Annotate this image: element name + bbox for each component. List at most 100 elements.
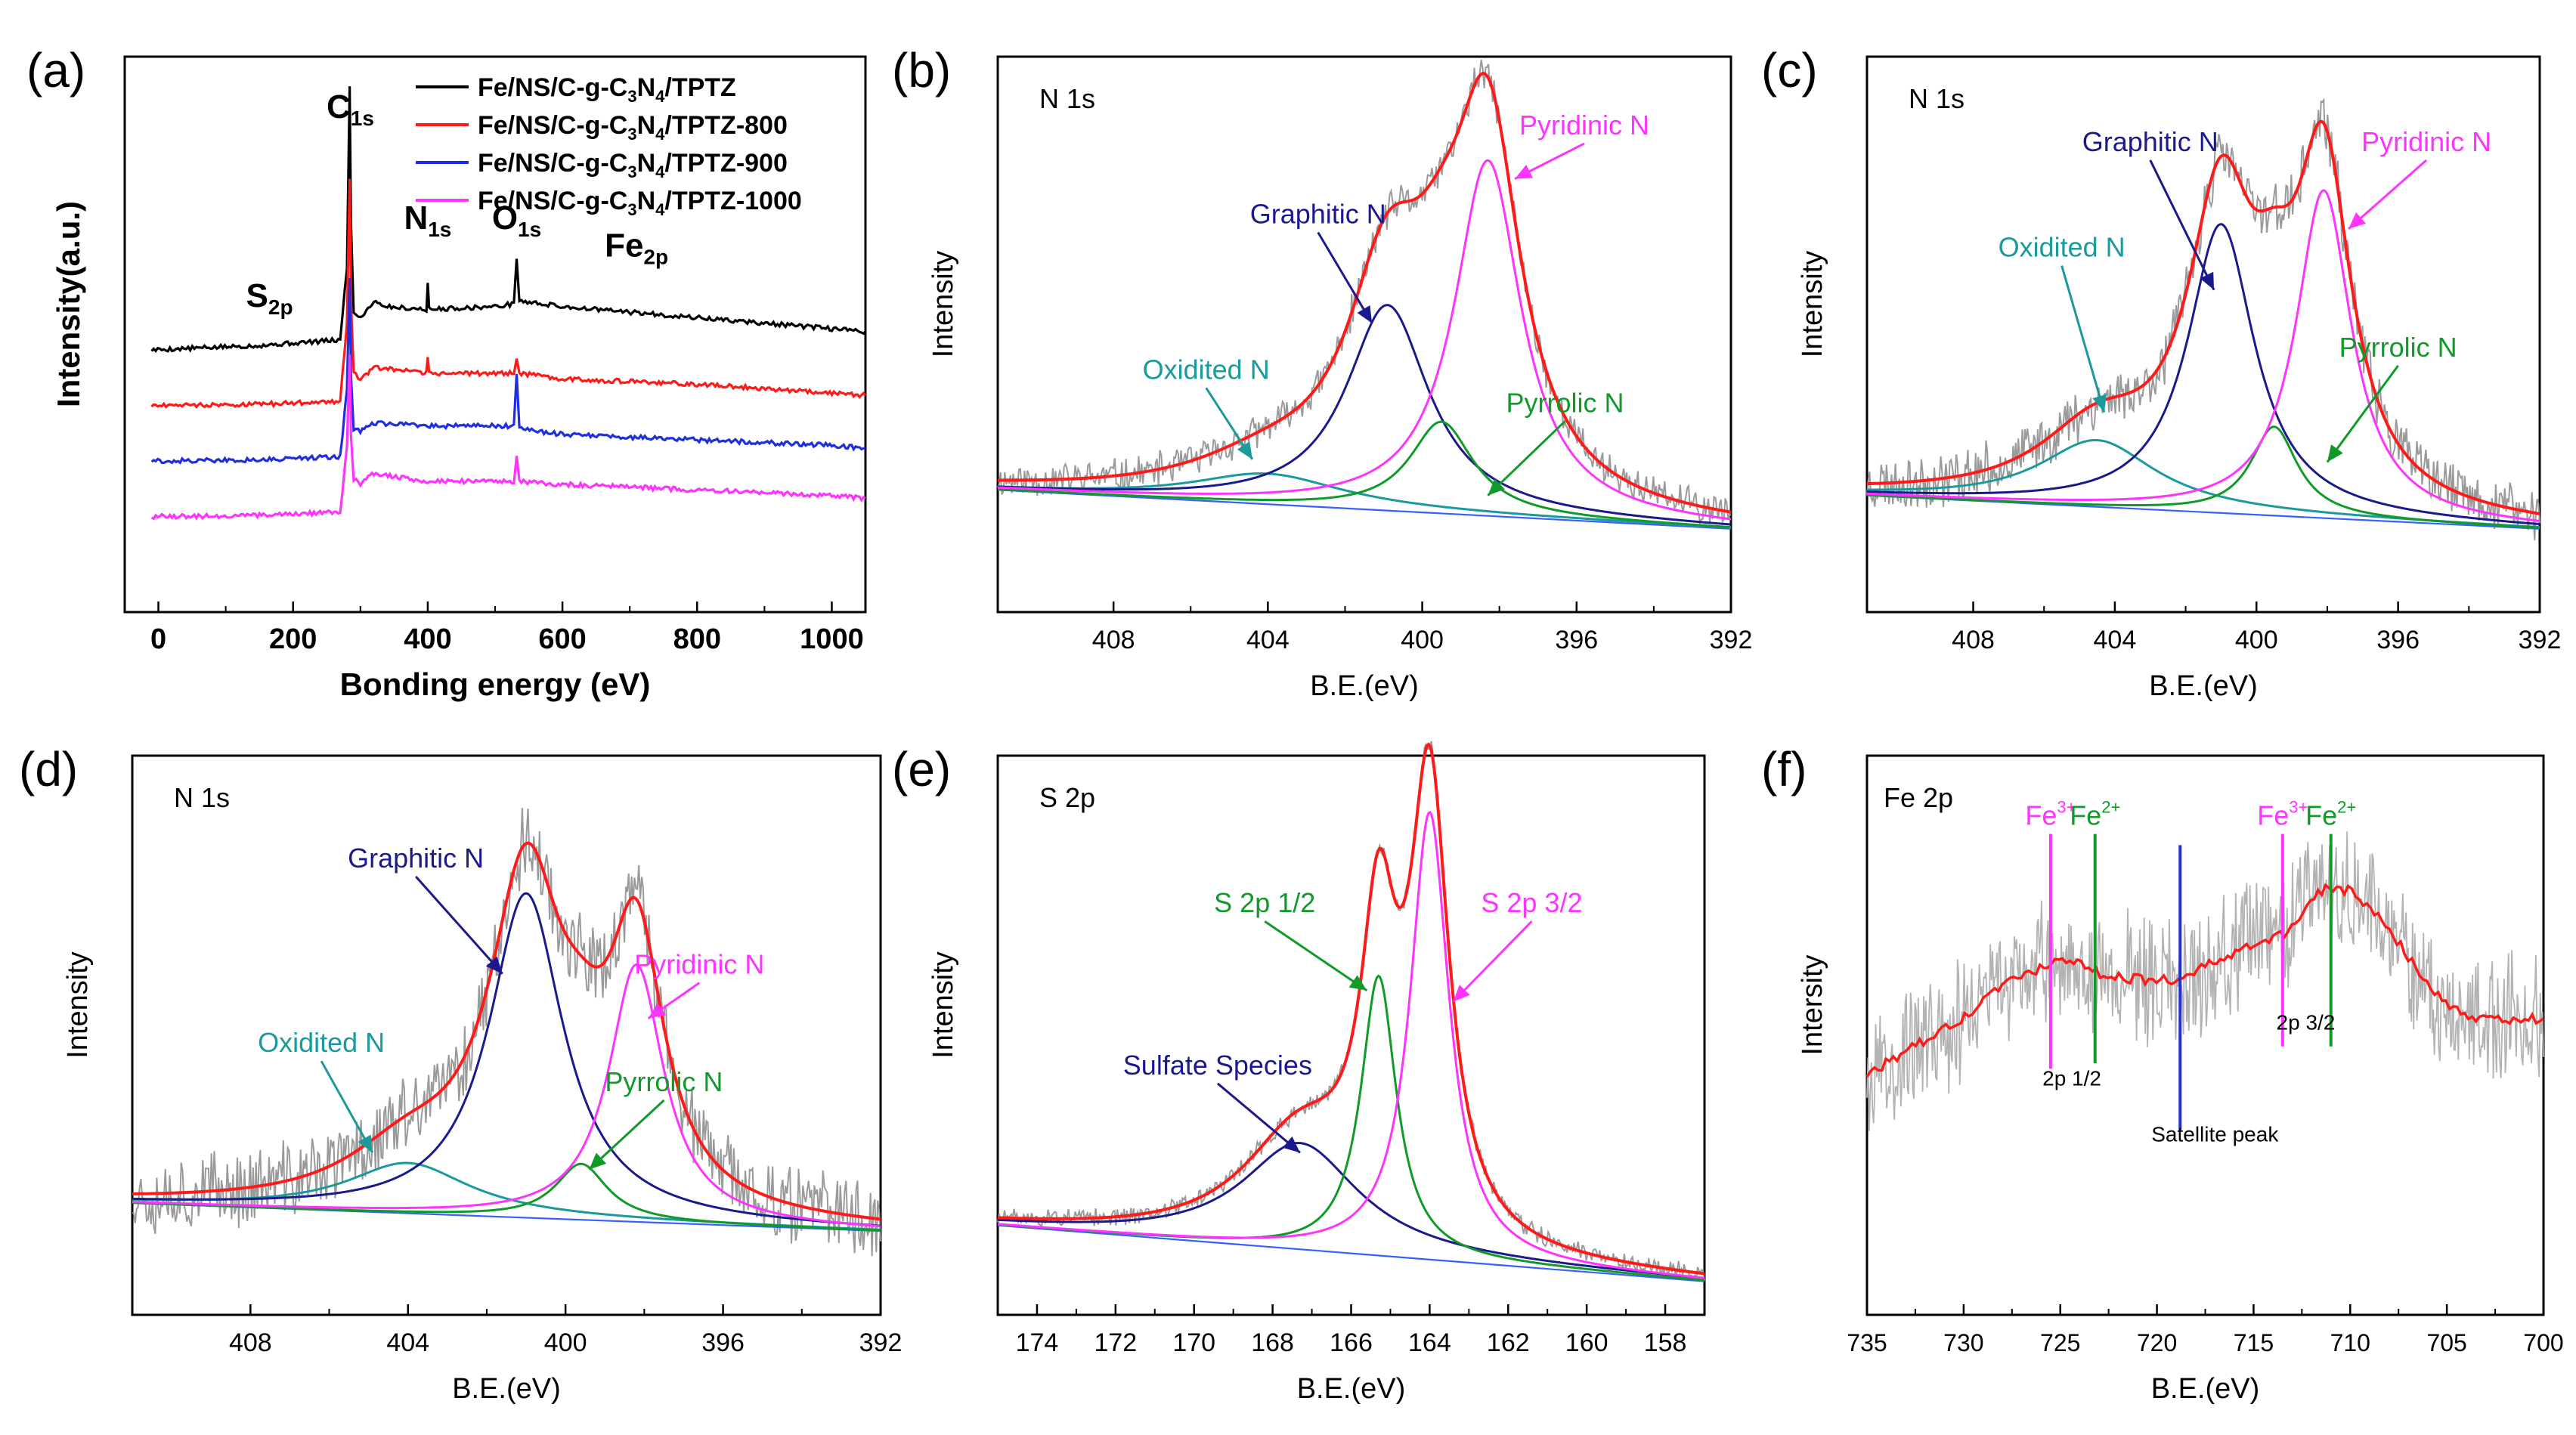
- label-part: /TPTZ-900: [664, 149, 787, 178]
- component-pyrrolic-n: [997, 420, 1732, 529]
- x-tick-label-158: 158: [1644, 1328, 1687, 1357]
- arrow-head: [485, 956, 503, 974]
- x-tick-label-174: 174: [1016, 1328, 1059, 1357]
- label-part: N: [637, 149, 656, 178]
- panel-label: (c): [1761, 43, 1818, 97]
- component-sulfate-species: [997, 1142, 1705, 1279]
- marker-label-2: Fe2+: [2070, 798, 2120, 831]
- arrow-head: [1237, 441, 1252, 459]
- fit-envelope: [998, 72, 1732, 514]
- peak-subscript: 1s: [428, 218, 451, 241]
- x-tick-label-392: 392: [2519, 626, 2562, 654]
- arrow-head: [1515, 165, 1534, 179]
- ion-symbol: Fe: [2070, 800, 2101, 831]
- annotation-arrow-pyrrolic-n: [2326, 365, 2399, 463]
- ion-charge: 2+: [2337, 798, 2356, 817]
- ion-symbol: Fe: [2305, 800, 2337, 831]
- x-tick-label-168: 168: [1251, 1328, 1294, 1357]
- series-line-4: [150, 354, 866, 521]
- arrow-head: [648, 1003, 667, 1019]
- x-axis-label: B.E.(eV): [452, 1373, 561, 1405]
- annotation-s-2p-3-2: S 2p 3/2: [1481, 887, 1582, 918]
- x-tick-label-730: 730: [1943, 1329, 1983, 1356]
- plot-frame: [996, 55, 1732, 614]
- plot-frame: [131, 754, 882, 1316]
- peak-element: N: [404, 199, 428, 237]
- x-tick-label-396: 396: [701, 1328, 745, 1357]
- peak-label-s2p: S2p: [246, 277, 293, 319]
- component-pyridinic-n: [1866, 189, 2540, 522]
- x-tick-label-162: 162: [1487, 1328, 1530, 1357]
- series-line-3: [150, 278, 866, 465]
- annotation-arrow-pyridinic-n: [2348, 159, 2428, 230]
- x-tick-label-408: 408: [229, 1328, 272, 1357]
- x-tick-label-172: 172: [1094, 1328, 1137, 1357]
- panel-label: (d): [19, 742, 78, 796]
- x-tick-label-400: 400: [404, 623, 451, 655]
- annotation-2p-3-2: 2p 3/2: [2277, 1011, 2336, 1034]
- label-part: N: [637, 73, 656, 102]
- annotation-arrow-graphitic-n: [1317, 231, 1373, 324]
- peak-subscript: 2p: [268, 295, 293, 319]
- peak-label-c1s: C1s: [327, 88, 374, 130]
- component-graphitic-n: [132, 892, 881, 1227]
- label-part: N: [637, 111, 656, 140]
- subscript: 3: [627, 200, 636, 219]
- panel-d-n1s-spectrum: 408 404 400 396 392 B.E.(eV) Intensity (d) N 1s O…: [19, 742, 902, 1405]
- legend-label-4: Fe/NS/C-g-C3N4/TPTZ-1000: [478, 187, 802, 219]
- x-tick-label-0: 0: [150, 623, 166, 655]
- x-tick-label-400: 400: [2235, 626, 2278, 654]
- annotation-graphitic-n: Graphitic N: [348, 843, 484, 874]
- smoothed-line: [1865, 883, 2544, 1078]
- annotation-graphitic-n: Graphitic N: [2082, 126, 2218, 157]
- plot-frame: [123, 55, 867, 614]
- series-line-1: [150, 86, 867, 353]
- panel-a-survey-spectra: 0 200 400 600 800 1000 Bonding energy (eV) Inte…: [26, 43, 867, 702]
- peak-element: C: [327, 88, 351, 125]
- marker-label-1: Fe3+: [2025, 798, 2076, 831]
- annotation-arrow-pyrrolic-n: [588, 1099, 665, 1171]
- annotation-sulfate-species: Sulfate Species: [1123, 1050, 1312, 1081]
- annotation-arrow-s-2p-3-2: [1452, 920, 1533, 1003]
- ion-charge: 2+: [2101, 798, 2120, 817]
- subscript: 4: [655, 200, 665, 219]
- fit-envelope: [132, 841, 881, 1221]
- annotation-satellite-peak: Satellite peak: [2151, 1123, 2279, 1146]
- spectrum-title: N 1s: [1909, 83, 1965, 114]
- x-tick-label-170: 170: [1172, 1328, 1215, 1357]
- panel-label: (a): [26, 43, 85, 97]
- y-axis-label: Intensity(a.u.): [51, 201, 86, 407]
- component-s-2p-3-2: [997, 811, 1705, 1279]
- arrow-head: [1282, 1136, 1300, 1153]
- arrow-head: [2092, 394, 2107, 413]
- panel-b-n1s-spectrum: 408 404 400 396 392 B.E.(eV) Intensity (b) N 1s O…: [892, 43, 1752, 702]
- x-tick-label-396: 396: [1555, 626, 1598, 654]
- peak-subscript: 1s: [518, 218, 541, 241]
- label-part: /TPTZ-800: [664, 111, 787, 140]
- component-graphitic-n: [998, 304, 1732, 526]
- background-baseline: [997, 489, 1732, 530]
- background-baseline: [997, 1224, 1705, 1282]
- label-part: /TPTZ-1000: [664, 187, 801, 215]
- x-tick-label-396: 396: [2376, 626, 2420, 654]
- peak-subscript: 1s: [351, 107, 374, 130]
- x-tick-label-160: 160: [1565, 1328, 1608, 1357]
- x-tick-label-200: 200: [269, 623, 317, 655]
- annotation-arrow-graphitic-n: [415, 876, 503, 975]
- component-pyrrolic-n: [1866, 425, 2540, 529]
- peak-label-fe2p: Fe2p: [605, 227, 668, 269]
- x-tick-label-700: 700: [2523, 1329, 2563, 1356]
- raw-data-line: [132, 808, 881, 1257]
- arrow-head: [2327, 444, 2343, 462]
- arrow-head: [358, 1134, 373, 1153]
- fit-envelope: [1867, 119, 2540, 515]
- arrow-head: [2348, 212, 2366, 229]
- subscript: 4: [655, 162, 665, 181]
- arrow-head: [1348, 975, 1367, 991]
- subscript: 3: [627, 87, 636, 106]
- arrow-head: [1357, 305, 1373, 323]
- label-part: Fe/NS/C-g-C: [478, 187, 627, 215]
- annotation-oxidited-n: Oxidited N: [1999, 232, 2126, 263]
- y-axis-label: Intensity: [1797, 251, 1828, 358]
